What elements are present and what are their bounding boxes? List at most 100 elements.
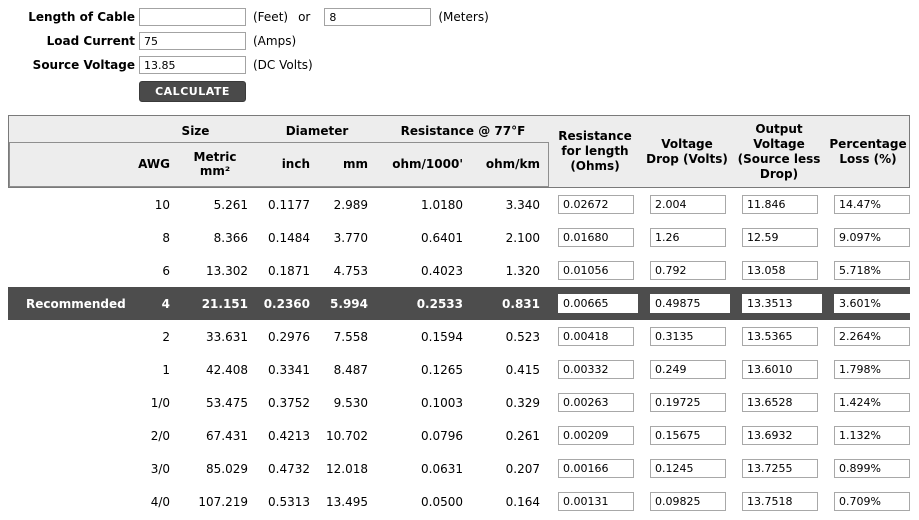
metric-cell: 42.408 [206,362,248,377]
source-voltage-input[interactable] [139,56,246,74]
table-row-awg-2-0: 2/0 67.431 0.4213 10.702 0.0796 0.261 [8,419,910,452]
output-voltage-input[interactable] [742,228,818,247]
ohm-per-km-cell: 1.320 [505,263,540,278]
resistance-for-length-input[interactable] [558,492,634,511]
voltage-drop-input[interactable] [650,393,726,412]
awg-cell: 10 [154,197,170,212]
mm-cell: 2.989 [333,197,368,212]
calculate-button[interactable]: CALCULATE [139,81,246,102]
awg-cell: 6 [162,263,170,278]
voltage-drop-input[interactable] [650,459,726,478]
recommended-row-awg-4: Recommended 4 21.151 0.2360 5.994 0.2533… [8,287,914,320]
ohm-per-1000ft-cell: 0.0500 [421,494,463,509]
output-voltage-input[interactable] [742,426,818,445]
resistance-for-length-input[interactable] [558,360,634,379]
inch-cell: 0.3752 [268,395,310,410]
subheader-row: AWG Metric mm² inch mm ohm/1000' ohm/km [9,142,549,187]
ohm-per-1000ft-cell: 0.1265 [421,362,463,377]
voltage-drop-column-header: Voltage Drop (Volts) [646,136,728,166]
percentage-loss-input[interactable] [834,294,914,313]
table-header: Size Diameter Resistance @ 77°F AWG Metr… [8,115,910,188]
diameter-group-header: Diameter [285,124,349,138]
resistance-for-length-input[interactable] [558,327,634,346]
mm-cell: 3.770 [333,230,368,245]
percentage-loss-input[interactable] [834,459,910,478]
inch-cell: 0.5313 [268,494,310,509]
or-label: or [298,10,311,24]
table-row-awg-2: 2 33.631 0.2976 7.558 0.1594 0.523 [8,320,910,353]
table-row-awg-4-0: 4/0 107.219 0.5313 13.495 0.0500 0.164 [8,485,910,518]
ohm-per-1000ft-cell: 0.0631 [421,461,463,476]
inch-cell: 0.1871 [268,263,310,278]
mm-cell: 12.018 [326,461,368,476]
mm-cell: 7.558 [333,329,368,344]
awg-column-header: AWG [138,156,170,171]
voltage-drop-input[interactable] [650,261,726,280]
ohm-per-1000ft-cell: 0.6401 [421,230,463,245]
output-voltage-input[interactable] [742,360,818,379]
output-voltage-input[interactable] [742,327,818,346]
ohm-per-km-cell: 0.831 [502,296,540,311]
dc-volts-unit-label: (DC Volts) [253,58,313,72]
mm-cell: 8.487 [333,362,368,377]
ohm-per-1000ft-column-header: ohm/1000' [392,156,463,171]
percentage-loss-column-header: Percentage Loss (%) [829,136,907,166]
output-voltage-input[interactable] [742,261,818,280]
output-voltage-input[interactable] [742,393,818,412]
resistance-for-length-input[interactable] [558,195,634,214]
output-voltage-input[interactable] [742,195,818,214]
metric-column-header: Metric mm² [193,149,237,178]
voltage-drop-input[interactable] [650,360,726,379]
length-feet-input[interactable] [139,8,246,26]
percentage-loss-input[interactable] [834,426,910,445]
percentage-loss-input[interactable] [834,360,910,379]
resistance-for-length-input[interactable] [558,228,634,247]
source-voltage-label: Source Voltage [32,58,135,72]
voltage-drop-input[interactable] [650,294,730,313]
resistance-for-length-input[interactable] [558,294,638,313]
ohm-per-1000ft-cell: 0.0796 [421,428,463,443]
voltage-drop-input[interactable] [650,195,726,214]
voltage-drop-input[interactable] [650,492,726,511]
ohm-per-1000ft-cell: 0.1003 [421,395,463,410]
table-row-awg-8: 8 8.366 0.1484 3.770 0.6401 2.100 [8,221,910,254]
table-row-awg-1: 1 42.408 0.3341 8.487 0.1265 0.415 [8,353,910,386]
metric-cell: 67.431 [206,428,248,443]
mm-cell: 9.530 [333,395,368,410]
size-group-header: Size [181,124,210,138]
percentage-loss-input[interactable] [834,492,910,511]
output-voltage-column-header: Output Voltage (Source less Drop) [737,121,821,181]
awg-cell: 2/0 [150,428,170,443]
percentage-loss-input[interactable] [834,228,910,247]
metric-cell: 13.302 [206,263,248,278]
metric-cell: 8.366 [213,230,248,245]
length-meters-input[interactable] [324,8,432,26]
output-voltage-input[interactable] [742,294,822,313]
recommended-label: Recommended [26,296,126,311]
resistance-for-length-input[interactable] [558,426,634,445]
awg-cell: 8 [162,230,170,245]
percentage-loss-input[interactable] [834,327,910,346]
table-row-awg-1-0: 1/0 53.475 0.3752 9.530 0.1003 0.329 [8,386,910,419]
voltage-drop-input[interactable] [650,426,726,445]
resistance-for-length-input[interactable] [558,261,634,280]
feet-unit-label: (Feet) [253,10,289,24]
ohm-per-km-cell: 0.261 [505,428,540,443]
awg-cell: 1 [162,362,170,377]
mm-cell: 4.753 [333,263,368,278]
meters-unit-label: (Meters) [438,10,489,24]
output-voltage-input[interactable] [742,459,818,478]
percentage-loss-input[interactable] [834,261,910,280]
percentage-loss-input[interactable] [834,393,910,412]
output-voltage-input[interactable] [742,492,818,511]
table-row-awg-10: 10 5.261 0.1177 2.989 1.0180 3.340 [8,188,910,221]
percentage-loss-input[interactable] [834,195,910,214]
resistance-for-length-input[interactable] [558,459,634,478]
resistance-for-length-input[interactable] [558,393,634,412]
load-current-input[interactable] [139,32,246,50]
ohm-per-km-cell: 0.207 [505,461,540,476]
voltage-drop-input[interactable] [650,228,726,247]
voltage-drop-input[interactable] [650,327,726,346]
ohm-per-1000ft-cell: 0.4023 [421,263,463,278]
